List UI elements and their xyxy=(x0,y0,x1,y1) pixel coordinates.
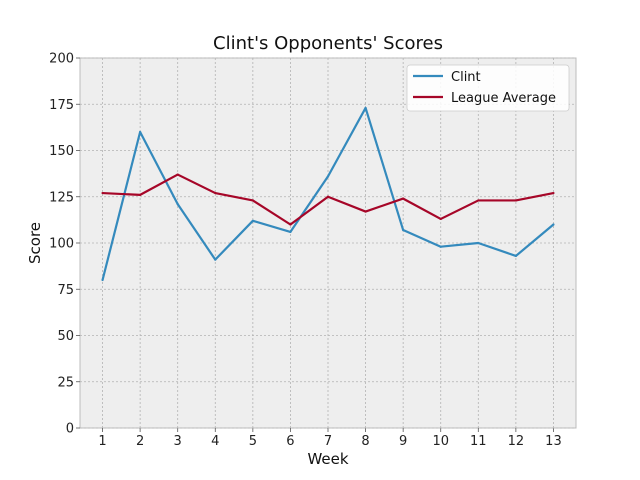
data-point-league-average xyxy=(402,197,405,200)
x-tick-label: 7 xyxy=(324,434,332,449)
data-point-league-average xyxy=(214,191,217,195)
y-tick-label: 125 xyxy=(49,190,74,205)
data-point-clint xyxy=(251,219,254,222)
data-point-clint xyxy=(552,223,555,226)
data-point-clint xyxy=(326,175,330,178)
data-point-league-average xyxy=(139,193,142,196)
series-lines xyxy=(101,106,555,282)
data-point-clint xyxy=(139,130,142,134)
data-point-clint xyxy=(402,228,405,232)
y-tick-label: 150 xyxy=(49,144,74,159)
data-point-league-average xyxy=(514,199,517,202)
y-tick-label: 50 xyxy=(57,329,74,344)
x-tick-label: 13 xyxy=(545,434,562,449)
legend-label-clint: Clint xyxy=(451,70,481,85)
x-tick-label: 8 xyxy=(361,434,369,449)
x-tick-label: 6 xyxy=(286,434,294,449)
x-tick-label: 9 xyxy=(399,434,407,449)
data-point-league-average xyxy=(477,199,480,202)
grid-lines xyxy=(76,57,576,432)
data-point-league-average xyxy=(289,223,292,226)
data-point-league-average xyxy=(364,210,367,213)
data-point-clint xyxy=(477,241,480,245)
data-point-league-average xyxy=(176,173,179,176)
y-tick-label: 200 xyxy=(49,52,74,67)
x-tick-label: 3 xyxy=(174,434,182,449)
y-axis-label: Score xyxy=(26,222,44,264)
data-point-league-average xyxy=(326,195,330,198)
data-point-league-average xyxy=(439,217,442,221)
data-point-clint xyxy=(364,106,367,110)
y-tick-label: 0 xyxy=(66,422,74,437)
x-tick-label: 2 xyxy=(136,434,144,449)
data-point-league-average xyxy=(101,191,104,195)
data-point-clint xyxy=(176,203,179,206)
x-tick-label: 11 xyxy=(470,434,487,449)
y-tick-label: 175 xyxy=(49,98,74,113)
x-tick-label: 12 xyxy=(508,434,525,449)
legend: Clint League Average xyxy=(406,64,570,112)
legend-box xyxy=(406,64,570,112)
y-tick-label: 75 xyxy=(57,283,74,298)
x-tick-label: 4 xyxy=(211,434,219,449)
legend-label-league-average: League Average xyxy=(451,91,556,106)
data-point-clint xyxy=(101,278,104,282)
data-point-league-average xyxy=(552,191,555,195)
data-point-clint xyxy=(289,230,292,233)
data-point-clint xyxy=(514,254,517,258)
y-tick-label: 25 xyxy=(57,375,74,390)
x-axis-label: Week xyxy=(307,450,348,468)
x-tick-label: 1 xyxy=(98,434,106,449)
data-point-clint xyxy=(214,258,217,261)
data-point-clint xyxy=(439,245,442,248)
data-point-league-average xyxy=(251,199,254,202)
x-tick-label: 10 xyxy=(432,434,449,449)
chart-title: Clint's Opponents' Scores xyxy=(213,33,443,54)
x-tick-label: 5 xyxy=(249,434,257,449)
y-tick-label: 100 xyxy=(49,237,74,252)
